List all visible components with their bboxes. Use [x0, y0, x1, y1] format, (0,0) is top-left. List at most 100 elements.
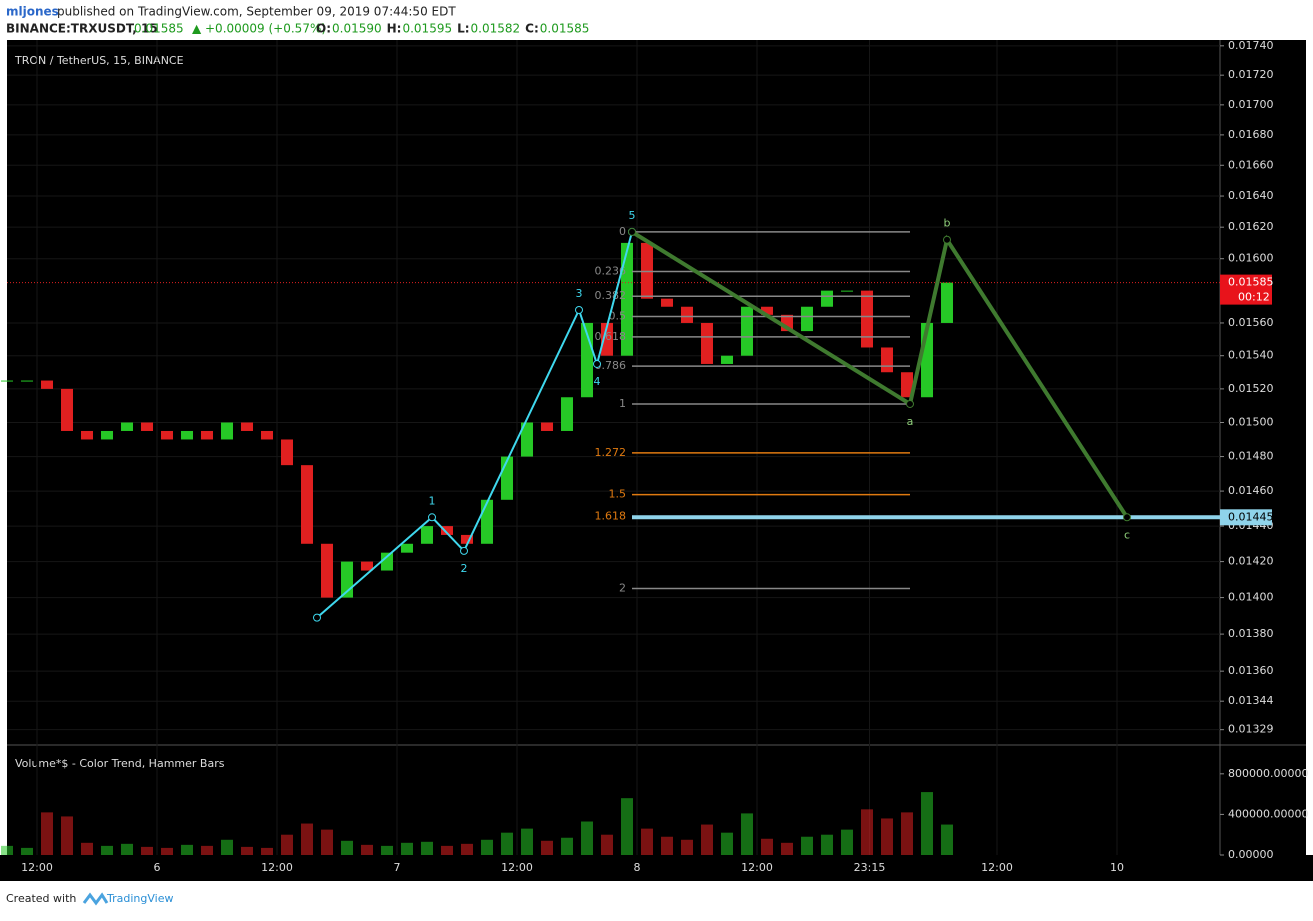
volume-bar — [321, 829, 333, 855]
candle — [401, 543, 413, 553]
volume-bar — [721, 832, 733, 855]
wave-point — [313, 613, 321, 622]
volume-bar — [401, 842, 413, 855]
wave-label: 4 — [594, 375, 601, 388]
volume-bar — [121, 843, 133, 855]
candle — [901, 372, 913, 398]
volume-bar — [1, 845, 13, 855]
volume-title: Volume*$ - Color Trend, Hammer Bars — [15, 757, 225, 770]
candle — [881, 347, 893, 373]
footer-created: Created with — [6, 892, 76, 905]
candle — [421, 526, 433, 544]
candle — [301, 465, 313, 544]
y-tick-label: 0.01620 — [1228, 220, 1274, 233]
volume-bar — [161, 847, 173, 855]
wave-point — [460, 546, 468, 555]
candle — [521, 422, 533, 457]
candle — [861, 290, 873, 348]
y-tick-label: 0.01344 — [1228, 694, 1274, 707]
candle — [701, 322, 713, 364]
footer-brand[interactable]: TradingView — [106, 892, 173, 905]
y-tick-label: 400000.00000 — [1228, 807, 1308, 820]
wave-point — [943, 235, 951, 244]
volume-bar — [921, 792, 933, 855]
wave-point — [628, 227, 636, 236]
last-price-badge — [1220, 274, 1272, 305]
candle — [621, 242, 633, 356]
y-tick-label: 800000.00000 — [1228, 767, 1308, 780]
fib-label: 0.618 — [595, 330, 627, 343]
volume-bar — [581, 821, 593, 855]
volume-bar — [821, 834, 833, 855]
candle — [1, 380, 13, 382]
wave-point — [593, 359, 601, 368]
volume-bar — [701, 824, 713, 855]
ohlc-key: H: — [387, 22, 402, 36]
fib-label: 1 — [619, 397, 626, 410]
y-tick-label: 0.01680 — [1228, 128, 1274, 141]
wave-point — [906, 399, 914, 408]
volume-bar — [781, 842, 793, 855]
y-tick-label: 0.01500 — [1228, 415, 1274, 428]
x-tick-label: 12:00 — [741, 861, 773, 874]
last-price-label: 0.01585 — [1228, 276, 1274, 289]
volume-bar — [541, 840, 553, 855]
y-tick-label: 0.01329 — [1228, 723, 1274, 736]
y-tick-label: 0.01740 — [1228, 39, 1274, 52]
wave-point — [428, 513, 436, 522]
x-tick-label: 12:00 — [21, 861, 53, 874]
y-tick-label: 0.01560 — [1228, 316, 1274, 329]
target-badge — [1220, 509, 1272, 526]
volume-bar — [281, 834, 293, 855]
fib-label: 0 — [619, 225, 626, 238]
wave-label: c — [1124, 528, 1130, 541]
change-arrow: ▲ — [192, 22, 202, 36]
fib-label: 0.382 — [595, 289, 627, 302]
chart-title: TRON / TetherUS, 15, BINANCE — [14, 54, 184, 67]
y-tick-label: 0.01700 — [1228, 98, 1274, 111]
author[interactable]: mljones — [6, 5, 59, 19]
y-tick-label: 0.01400 — [1228, 591, 1274, 604]
x-tick-label: 8 — [634, 861, 641, 874]
y-tick-label: 0.01360 — [1228, 664, 1274, 677]
volume-bar — [241, 846, 253, 855]
candle — [261, 430, 273, 440]
candle — [361, 561, 373, 571]
ohlc-value: 0.01585 — [540, 22, 590, 36]
candle — [201, 430, 213, 440]
change: +0.00009 (+0.57%) — [205, 22, 326, 36]
y-tick-label: 0.01460 — [1228, 484, 1274, 497]
wave-point — [1123, 513, 1131, 522]
candle — [41, 380, 53, 389]
candle — [161, 430, 173, 440]
volume-bar — [41, 812, 53, 855]
candle — [801, 306, 813, 332]
countdown: 00:12 — [1238, 291, 1270, 304]
candle — [721, 355, 733, 364]
candle — [601, 322, 613, 356]
wave-label: 5 — [629, 209, 636, 222]
candle — [241, 422, 253, 431]
volume-bar — [941, 824, 953, 855]
y-tick-label: 0.01520 — [1228, 382, 1274, 395]
candle — [761, 306, 773, 315]
volume-bar — [641, 828, 653, 855]
volume-bar — [361, 844, 373, 855]
volume-bar — [861, 809, 873, 855]
ohlc-key: L: — [457, 22, 469, 36]
candle — [541, 422, 553, 431]
volume-bar — [101, 845, 113, 855]
candle — [121, 422, 133, 431]
candle — [841, 290, 853, 292]
volume-bar — [181, 844, 193, 855]
y-tick-label: 0.01420 — [1228, 555, 1274, 568]
volume-bar — [421, 841, 433, 855]
candle — [101, 430, 113, 440]
wave-line — [630, 230, 1129, 519]
candle — [281, 439, 293, 466]
volume-bar — [301, 823, 313, 855]
candle — [821, 290, 833, 307]
candle — [461, 534, 473, 544]
candle — [661, 298, 673, 307]
ohlc-value: 0.01582 — [471, 22, 521, 36]
